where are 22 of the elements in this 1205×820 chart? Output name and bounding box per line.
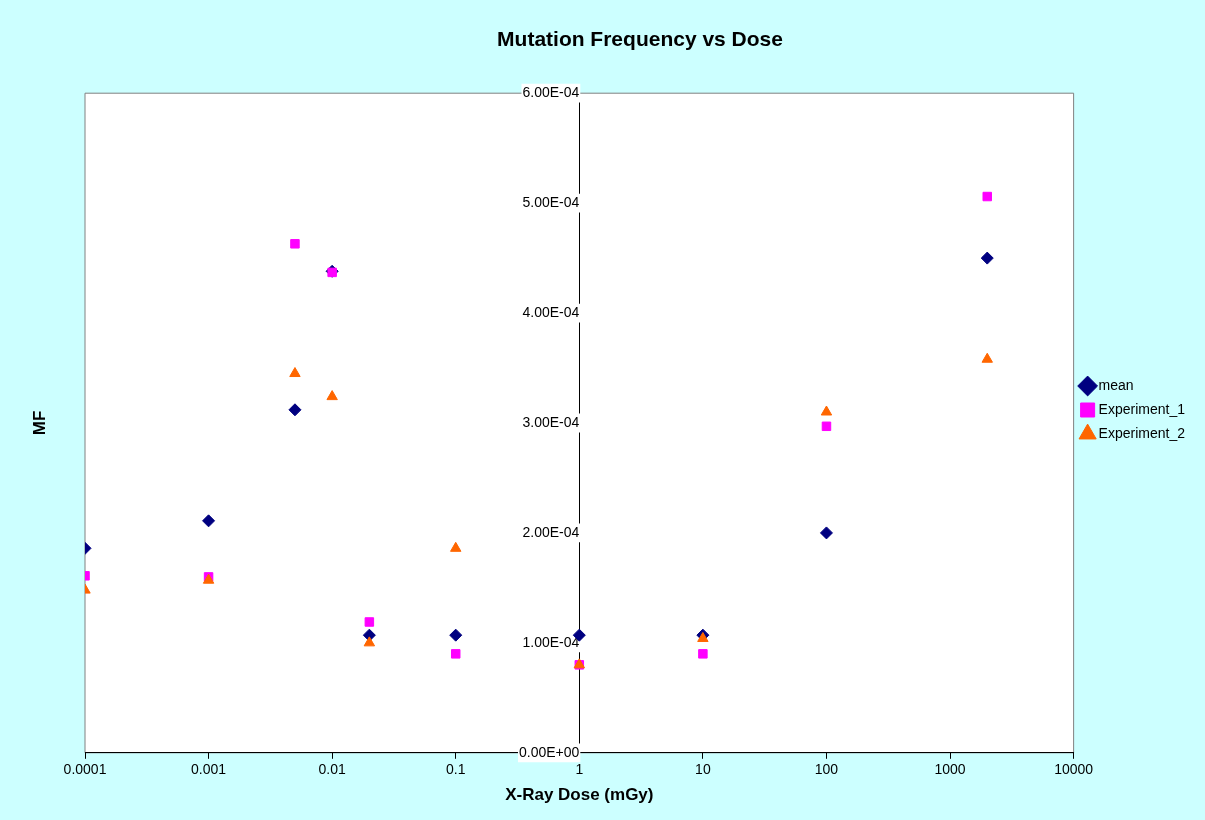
legend-label: Experiment_2 [1098,424,1186,441]
x-tick-label: 1000 [934,761,966,778]
y-tick-label: 5.00E-04 [522,193,580,210]
x-tick-label: 10000 [1054,761,1094,778]
y-axis-title: MF [29,410,49,436]
chart-title: Mutation Frequency vs Dose [497,27,783,51]
y-tick-label: 3.00E-04 [522,413,580,430]
y-tick-label: 6.00E-04 [522,84,580,101]
x-tick-label: 0.01 [318,761,346,778]
legend-label: Experiment_1 [1098,400,1186,417]
y-tick-label: 0.00E+00 [518,743,580,760]
y-tick-label: 4.00E-04 [522,303,580,320]
x-tick-label: 0.001 [191,761,227,778]
legend-label: mean [1098,376,1134,393]
y-tick-label: 1.00E-04 [522,633,580,650]
x-tick-label: 0.0001 [63,761,107,778]
x-tick-label: 100 [814,761,839,778]
x-tick-label: 1 [575,761,584,778]
x-axis-title: X-Ray Dose (mGy) [505,785,654,805]
x-tick-label: 10 [695,761,711,778]
y-tick-label: 2.00E-04 [522,523,580,540]
x-tick-label: 0.1 [446,761,466,778]
